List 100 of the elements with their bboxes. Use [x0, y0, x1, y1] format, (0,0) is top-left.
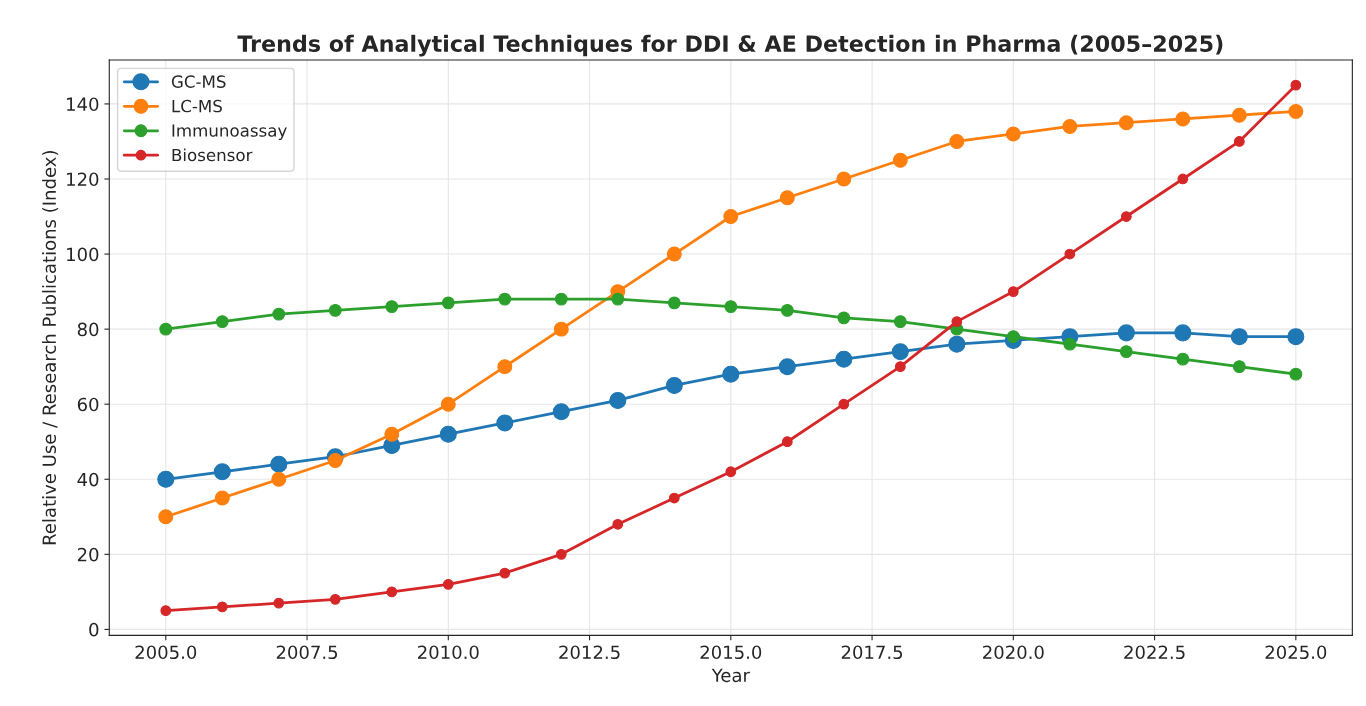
- point: [1176, 352, 1190, 366]
- x-tick-label: 2012.5: [559, 645, 620, 660]
- point: [1231, 107, 1247, 123]
- x-tick-label: 2022.5: [1124, 645, 1185, 660]
- y-tick-label: 40: [77, 472, 99, 487]
- point: [216, 601, 228, 613]
- point: [1232, 360, 1246, 374]
- point: [215, 315, 229, 329]
- point: [213, 463, 231, 481]
- x-tick-label: 2007.5: [276, 645, 338, 660]
- point: [1177, 173, 1189, 185]
- point: [552, 403, 570, 421]
- point: [384, 426, 400, 442]
- point: [327, 453, 343, 468]
- point: [441, 296, 455, 310]
- x-tick-label: 2020.0: [983, 645, 1044, 660]
- x-tick-label: 2025.0: [1265, 645, 1327, 660]
- point: [949, 133, 965, 149]
- point: [951, 316, 963, 327]
- point: [386, 586, 398, 598]
- y-tick-label: 100: [67, 247, 99, 262]
- point: [666, 246, 682, 262]
- point: [271, 471, 287, 487]
- point: [1233, 136, 1245, 147]
- point: [159, 322, 173, 336]
- x-tick-label: 2015.0: [700, 645, 762, 660]
- point: [948, 335, 966, 353]
- point: [272, 307, 286, 321]
- point: [838, 398, 850, 410]
- point: [498, 292, 512, 306]
- point: [1063, 337, 1077, 351]
- point: [778, 358, 796, 376]
- point: [609, 391, 627, 409]
- point: [328, 303, 342, 317]
- y-axis-title: Relative Use / Research Publications (Index): [42, 151, 59, 545]
- point: [499, 567, 511, 579]
- x-tick-label: 2017.5: [841, 645, 903, 660]
- legend-label: Immunoassay: [172, 124, 287, 141]
- point: [1290, 79, 1302, 91]
- point: [273, 597, 285, 609]
- point: [157, 470, 175, 488]
- point: [837, 311, 851, 325]
- point: [329, 593, 341, 605]
- point: [214, 490, 230, 506]
- point: [1119, 345, 1133, 359]
- point: [894, 361, 906, 373]
- point: [724, 300, 738, 314]
- point: [270, 455, 288, 473]
- point: [442, 578, 454, 590]
- point: [835, 350, 853, 368]
- point: [160, 605, 172, 617]
- point: [779, 190, 795, 206]
- y-tick-label: 20: [77, 547, 99, 562]
- x-tick-label: 2005.0: [135, 645, 197, 660]
- legend-label: LC-MS: [172, 99, 222, 113]
- y-tick-label: 120: [67, 172, 99, 187]
- chart-title: Trends of Analytical Techniques for DDI & AE Detection in Pharma (2005–2025): [237, 34, 1223, 57]
- legend-label: Biosensor: [172, 148, 253, 162]
- point: [1062, 118, 1078, 134]
- point: [781, 436, 793, 448]
- y-tick-label: 0: [89, 622, 99, 637]
- point: [1005, 126, 1021, 142]
- point: [554, 292, 568, 306]
- point: [667, 296, 681, 310]
- point: [1287, 328, 1305, 346]
- point: [553, 321, 569, 337]
- y-tick-label: 80: [77, 322, 99, 337]
- point: [1174, 324, 1192, 342]
- point: [496, 414, 514, 432]
- point: [440, 396, 456, 412]
- point: [555, 548, 567, 560]
- point: [158, 509, 174, 525]
- point: [1120, 211, 1132, 222]
- point: [665, 376, 683, 394]
- point: [722, 365, 740, 383]
- point: [1117, 324, 1135, 342]
- point: [893, 315, 907, 329]
- x-axis-title: Year: [711, 668, 750, 683]
- point: [1007, 286, 1019, 297]
- point: [1118, 115, 1134, 131]
- point: [836, 171, 852, 187]
- legend-label: GC-MS: [171, 75, 226, 88]
- point: [1289, 367, 1303, 381]
- y-tick-label: 140: [67, 97, 99, 112]
- point: [725, 466, 737, 478]
- y-tick-label: 60: [77, 397, 99, 412]
- point: [1064, 248, 1076, 260]
- point: [385, 300, 399, 314]
- point: [612, 518, 624, 530]
- x-tick-label: 2010.0: [418, 645, 479, 660]
- point: [1175, 111, 1191, 127]
- point: [668, 492, 680, 504]
- point: [1288, 103, 1304, 119]
- point: [780, 303, 794, 317]
- point: [723, 209, 739, 224]
- point: [1006, 330, 1020, 344]
- point: [1230, 328, 1248, 346]
- point: [611, 292, 625, 306]
- point: [439, 425, 457, 443]
- point: [891, 343, 909, 361]
